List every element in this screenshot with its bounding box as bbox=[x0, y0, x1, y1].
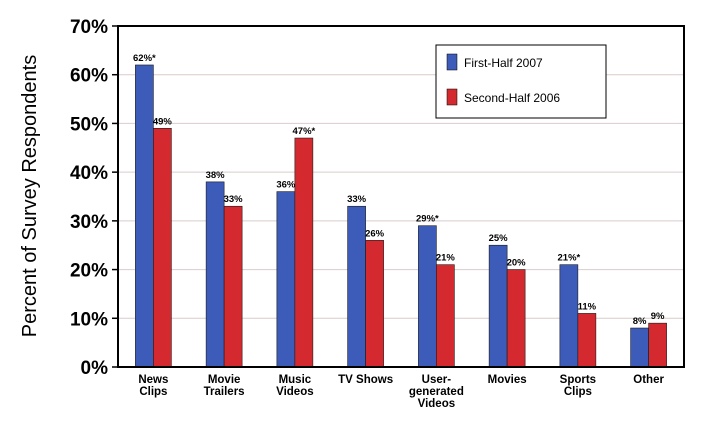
y-axis-ticks: 0% 10% 20% 30% 40% 50% 60% 70% bbox=[70, 17, 118, 379]
legend: First-Half 2007 Second-Half 2006 bbox=[435, 44, 607, 119]
data-label: 20% bbox=[507, 258, 527, 269]
bar-first-half-2007 bbox=[205, 181, 225, 368]
x-category-label: Music bbox=[279, 374, 312, 386]
legend-label-first-half-2007: First-Half 2007 bbox=[464, 56, 543, 70]
bar-second-half-2006 bbox=[577, 313, 597, 368]
legend-swatch-first-half-2007 bbox=[446, 53, 458, 71]
x-category-label: Videos bbox=[418, 398, 456, 410]
data-label: 9% bbox=[651, 311, 665, 322]
data-label: 47%* bbox=[293, 126, 316, 137]
data-label: 29%* bbox=[416, 214, 439, 225]
legend-label-second-half-2006: Second-Half 2006 bbox=[464, 91, 560, 105]
x-category-label: Trailers bbox=[204, 386, 245, 398]
bar-first-half-2007 bbox=[559, 264, 579, 368]
bar-first-half-2007 bbox=[135, 64, 154, 368]
y-tick-label: 20% bbox=[70, 261, 108, 282]
x-category-label: Clips bbox=[139, 386, 167, 398]
x-category-label: Other bbox=[633, 374, 664, 386]
y-tick-label: 10% bbox=[70, 309, 108, 330]
y-tick-label: 50% bbox=[70, 114, 108, 135]
x-category-label: generated bbox=[409, 386, 464, 398]
data-label: 62%* bbox=[133, 53, 156, 64]
x-category-label: Clips bbox=[564, 386, 592, 398]
bars bbox=[135, 64, 667, 368]
bar-second-half-2006 bbox=[294, 137, 314, 368]
legend-swatch-second-half-2006 bbox=[446, 88, 458, 106]
data-label: 26% bbox=[365, 228, 385, 239]
data-label: 25% bbox=[489, 233, 509, 244]
y-tick-label: 70% bbox=[70, 17, 108, 38]
bar-second-half-2006 bbox=[506, 269, 526, 368]
y-axis-label: Percent of Survey Respondents bbox=[19, 55, 41, 337]
y-tick-label: 0% bbox=[81, 358, 109, 379]
x-category-label: News bbox=[138, 374, 168, 386]
bar-second-half-2006 bbox=[223, 205, 243, 368]
data-labels: 62%* 49% 38% 33% 36% 47%* 33% 26% 29%* 21% 25% 20% 2… bbox=[133, 53, 665, 327]
data-label: 49% bbox=[153, 116, 173, 127]
data-label: 33% bbox=[224, 194, 244, 205]
bar-second-half-2006 bbox=[648, 322, 667, 368]
x-category-label: Videos bbox=[276, 386, 314, 398]
bar-first-half-2007 bbox=[418, 225, 437, 368]
x-category-label: Sports bbox=[560, 374, 596, 386]
y-tick-label: 60% bbox=[70, 66, 108, 87]
bar-first-half-2007 bbox=[488, 244, 508, 368]
data-label: 33% bbox=[347, 194, 367, 205]
data-label: 8% bbox=[633, 316, 647, 327]
x-category-label: Movies bbox=[488, 374, 527, 386]
y-tick-label: 30% bbox=[70, 212, 108, 233]
bar-second-half-2006 bbox=[365, 240, 384, 368]
data-label: 11% bbox=[578, 301, 597, 312]
plot-frame bbox=[117, 25, 685, 368]
bar-second-half-2006 bbox=[436, 264, 455, 368]
bar-first-half-2007 bbox=[276, 191, 296, 368]
bar-second-half-2006 bbox=[153, 128, 172, 368]
data-label: 38% bbox=[206, 170, 226, 181]
data-label: 21%* bbox=[558, 253, 581, 264]
y-tick-label: 40% bbox=[70, 163, 108, 184]
data-label: 21% bbox=[436, 253, 456, 264]
bar-first-half-2007 bbox=[630, 327, 649, 368]
x-category-label: User- bbox=[422, 374, 452, 386]
x-category-label: TV Shows bbox=[338, 374, 393, 386]
legend-box bbox=[435, 44, 607, 119]
data-label: 36% bbox=[276, 180, 296, 191]
bar-first-half-2007 bbox=[347, 205, 366, 368]
x-category-label: Movie bbox=[208, 374, 241, 386]
